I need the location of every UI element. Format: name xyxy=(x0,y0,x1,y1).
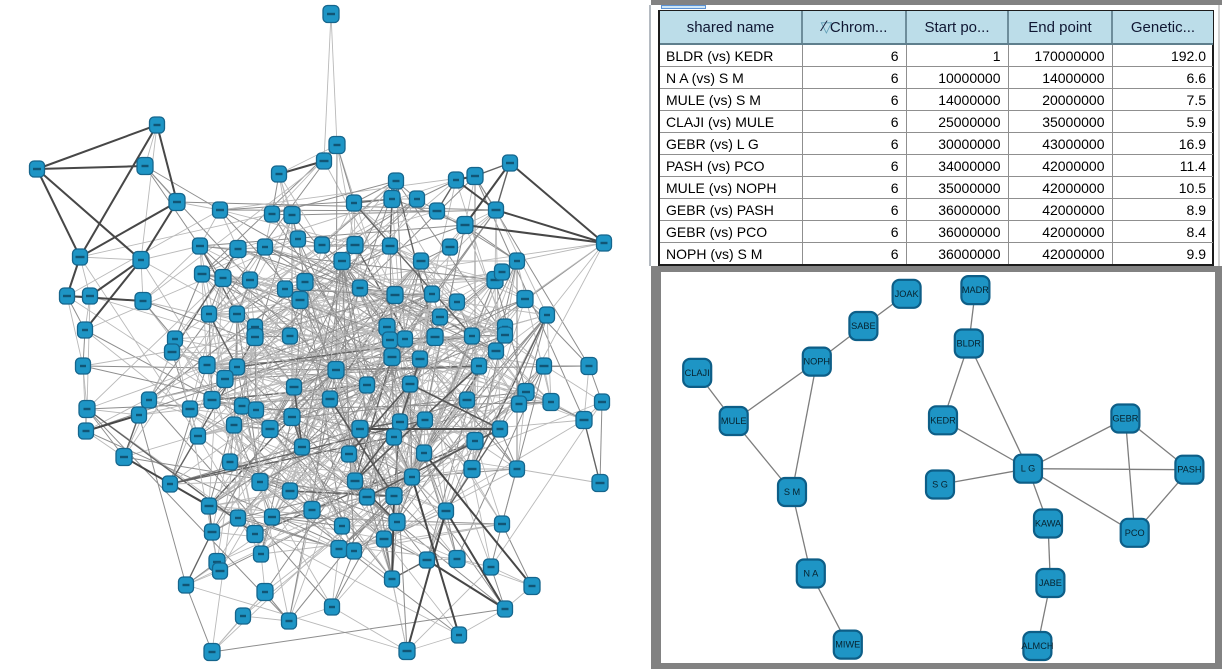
svg-text:SABE: SABE xyxy=(851,321,876,331)
svg-text:KEDR: KEDR xyxy=(930,415,956,425)
svg-text:PCO: PCO xyxy=(1125,528,1145,538)
svg-text:KAWA: KAWA xyxy=(1035,519,1062,529)
svg-text:MULE: MULE xyxy=(721,416,747,426)
svg-text:NOPH: NOPH xyxy=(804,357,831,367)
svg-text:JABE: JABE xyxy=(1039,578,1062,588)
svg-text:N A: N A xyxy=(803,569,819,579)
svg-text:S G: S G xyxy=(932,480,948,490)
svg-text:CLAJI: CLAJI xyxy=(685,368,710,378)
svg-text:L G: L G xyxy=(1021,464,1035,474)
svg-text:MIWE: MIWE xyxy=(835,640,860,650)
svg-text:BLDR: BLDR xyxy=(957,339,982,349)
svg-text:MADR: MADR xyxy=(962,285,989,295)
svg-text:PASH: PASH xyxy=(1177,465,1201,475)
svg-text:S M: S M xyxy=(784,487,800,497)
svg-text:JOAK: JOAK xyxy=(895,289,920,299)
svg-text:ALMCH: ALMCH xyxy=(1021,641,1053,651)
svg-text:GEBR: GEBR xyxy=(1112,414,1138,424)
